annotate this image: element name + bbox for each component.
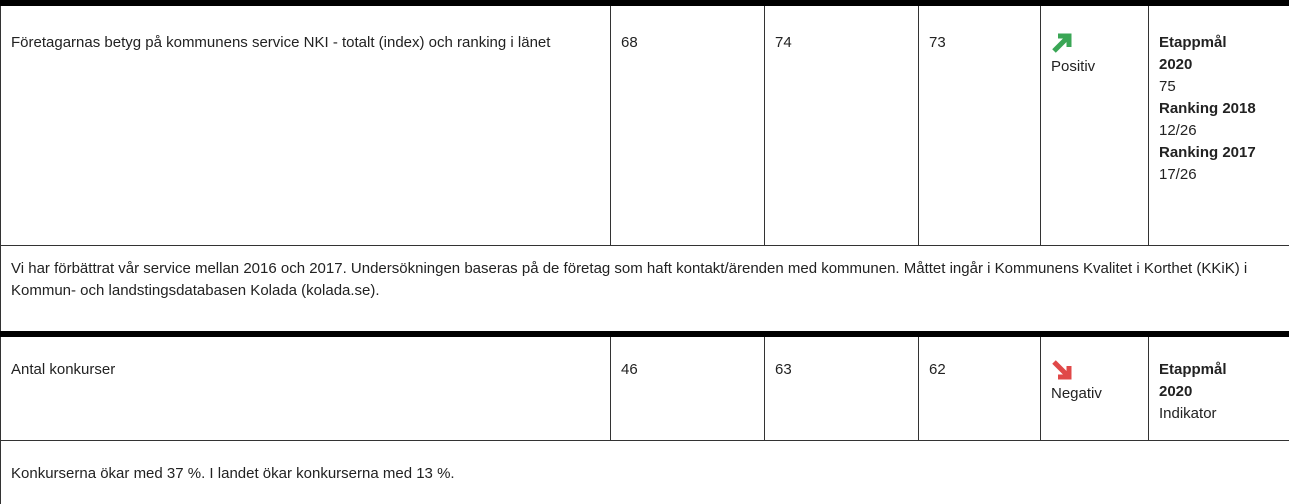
value-cell: 46 bbox=[610, 337, 764, 440]
indicator: Antal konkurser bbox=[11, 361, 116, 378]
value: 63 bbox=[775, 361, 792, 378]
goals-cell: Etappmål 2020 Indikator bbox=[1148, 337, 1289, 440]
goals-cell: Etappmål 2020 75 Ranking 2018 12/26 Rank… bbox=[1148, 6, 1289, 245]
goal-value: Indikator bbox=[1159, 405, 1217, 422]
goal-value: 75 bbox=[1159, 78, 1176, 95]
value-cell: 68 bbox=[610, 6, 764, 245]
border bbox=[0, 0, 1289, 6]
trend: Positiv bbox=[1051, 58, 1096, 75]
goal-label: Etappmål 2020 bbox=[1159, 34, 1227, 73]
goal-label: Ranking 2018 bbox=[1159, 100, 1256, 117]
trend-cell: Negativ bbox=[1040, 337, 1148, 440]
indicator: Företagarnas betyg på kommunens service … bbox=[11, 34, 551, 51]
goal-label: Ranking 2017 bbox=[1159, 144, 1256, 161]
value-cell: 73 bbox=[918, 6, 1040, 245]
value: 73 bbox=[929, 34, 946, 51]
row-border bbox=[0, 440, 1289, 441]
comment-cell: Vi har förbättrat vår service mellan 201… bbox=[0, 246, 1289, 331]
trend-arrow-down bbox=[1052, 360, 1072, 380]
goal-value: 17/26 bbox=[1159, 166, 1197, 183]
indicator-cell: Antal konkurser bbox=[0, 337, 610, 440]
comment: Konkurserna ökar med 37 %. I landet ökar… bbox=[11, 465, 455, 482]
border bbox=[0, 331, 1289, 337]
trend: Negativ bbox=[1051, 385, 1102, 402]
trend-arrow-up bbox=[1052, 33, 1072, 53]
indicator-cell: Företagarnas betyg på kommunens service … bbox=[0, 6, 610, 245]
goal-label: Etappmål 2020 bbox=[1159, 361, 1227, 400]
goal-value: 12/26 bbox=[1159, 122, 1197, 139]
value-cell: 74 bbox=[764, 6, 918, 245]
value: 62 bbox=[929, 361, 946, 378]
comment: Vi har förbättrat vår service mellan 201… bbox=[11, 260, 1248, 299]
value-cell: 62 bbox=[918, 337, 1040, 440]
value: 74 bbox=[775, 34, 792, 51]
value: 46 bbox=[621, 361, 638, 378]
comment-cell: Konkurserna ökar med 37 %. I landet ökar… bbox=[0, 441, 1289, 504]
value: 68 bbox=[621, 34, 638, 51]
row-border bbox=[0, 245, 1289, 246]
value-cell: 63 bbox=[764, 337, 918, 440]
trend-cell: Positiv bbox=[1040, 6, 1148, 245]
